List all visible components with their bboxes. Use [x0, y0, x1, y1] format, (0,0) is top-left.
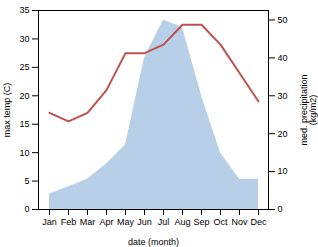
svg-text:0: 0: [278, 204, 283, 214]
svg-text:35: 35: [19, 5, 29, 15]
svg-text:Jan: Jan: [42, 217, 57, 227]
svg-text:Dec: Dec: [250, 217, 267, 227]
svg-text:May: May: [117, 217, 135, 227]
svg-text:0: 0: [24, 204, 29, 214]
svg-text:Mar: Mar: [80, 217, 96, 227]
svg-text:20: 20: [19, 91, 29, 101]
svg-text:20: 20: [278, 129, 288, 139]
svg-text:Jun: Jun: [137, 217, 152, 227]
svg-text:30: 30: [19, 34, 29, 44]
svg-text:Sep: Sep: [193, 217, 209, 227]
svg-text:Feb: Feb: [61, 217, 77, 227]
svg-text:10: 10: [19, 148, 29, 158]
svg-text:25: 25: [19, 62, 29, 72]
svg-text:15: 15: [19, 119, 29, 129]
svg-text:date (month): date (month): [128, 237, 179, 247]
svg-text:5: 5: [24, 176, 29, 186]
svg-text:Nov: Nov: [231, 217, 248, 227]
svg-text:40: 40: [278, 53, 288, 63]
svg-text:med. precipitation(kg/m2): med. precipitation(kg/m2): [299, 74, 318, 145]
svg-text:10: 10: [278, 166, 288, 176]
svg-text:Aug: Aug: [174, 217, 190, 227]
svg-text:50: 50: [278, 15, 288, 25]
svg-text:30: 30: [278, 91, 288, 101]
svg-text:Oct: Oct: [213, 217, 228, 227]
svg-text:Jul: Jul: [158, 217, 170, 227]
svg-text:max temp (C): max temp (C): [2, 83, 12, 138]
svg-text:Apr: Apr: [99, 217, 113, 227]
